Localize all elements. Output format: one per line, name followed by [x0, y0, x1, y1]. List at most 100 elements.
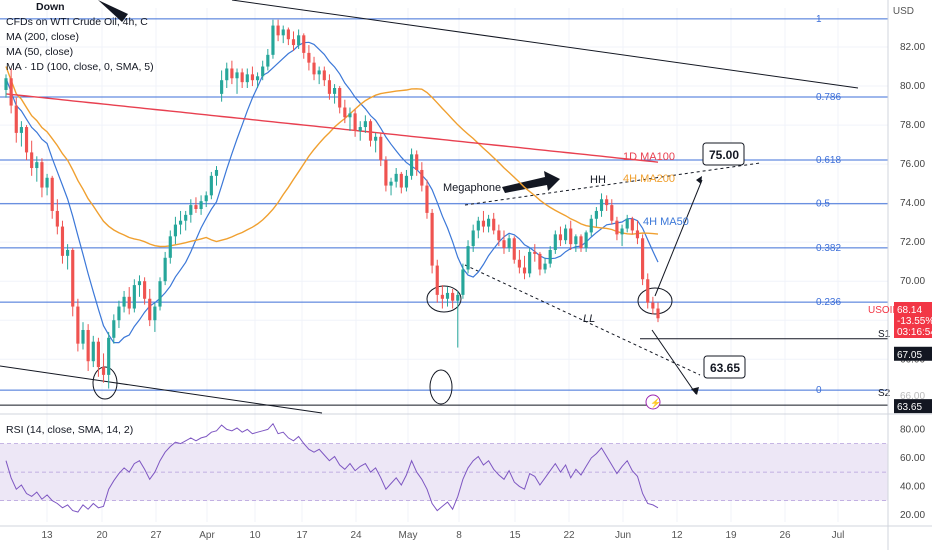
candle-body[interactable] — [358, 127, 362, 131]
candle-body[interactable] — [394, 173, 398, 182]
candle-body[interactable] — [60, 226, 65, 256]
candle-body[interactable] — [291, 39, 296, 46]
candle-body[interactable] — [584, 232, 588, 249]
candle-body[interactable] — [86, 329, 90, 362]
candle-body[interactable] — [209, 175, 213, 196]
candle-body[interactable] — [112, 320, 116, 338]
candle-body[interactable] — [528, 251, 532, 274]
candle-body[interactable] — [599, 199, 604, 211]
candle-body[interactable] — [81, 329, 85, 344]
candle-body[interactable] — [538, 253, 542, 270]
candle-body[interactable] — [543, 263, 547, 270]
candle-body[interactable] — [646, 279, 650, 303]
candle-body[interactable] — [420, 169, 424, 186]
candle-body[interactable] — [235, 72, 239, 79]
candle-body[interactable] — [471, 230, 475, 247]
highlight-circle[interactable] — [426, 285, 462, 313]
projection-up-line[interactable] — [654, 179, 703, 297]
candle-body[interactable] — [261, 66, 265, 77]
candle-body[interactable] — [271, 25, 275, 55]
target-down-box[interactable] — [703, 355, 746, 379]
lower-trendline[interactable] — [0, 365, 323, 414]
legend-ma200[interactable]: MA (200, close) — [6, 31, 79, 43]
candle-body[interactable] — [24, 127, 29, 153]
candle-body[interactable] — [399, 173, 403, 188]
candle-body[interactable] — [533, 251, 537, 254]
candle-body[interactable] — [255, 76, 260, 81]
highlight-circle[interactable] — [429, 369, 453, 405]
candle-body[interactable] — [564, 228, 568, 241]
legend-ma1d[interactable]: MA · 1D (100, close, 0, SMA, 5) — [6, 61, 154, 73]
candle-body[interactable] — [466, 246, 470, 270]
candle-body[interactable] — [322, 70, 326, 81]
candle-body[interactable] — [353, 113, 357, 131]
candle-body[interactable] — [507, 238, 511, 249]
candle-body[interactable] — [605, 199, 609, 206]
candle-body[interactable] — [579, 236, 583, 249]
candle-body[interactable] — [163, 257, 167, 282]
candle-body[interactable] — [148, 298, 152, 321]
candle-body[interactable] — [204, 195, 208, 202]
legend-title[interactable]: CFDs on WTI Crude Oil, 4h, C — [6, 15, 154, 30]
candle-body[interactable] — [240, 72, 244, 83]
candle-body[interactable] — [312, 62, 316, 75]
candle-body[interactable] — [512, 238, 516, 260]
megaphone-lower-line[interactable] — [464, 264, 701, 376]
candle-body[interactable] — [348, 113, 352, 118]
candle-body[interactable] — [30, 152, 34, 169]
candle-body[interactable] — [343, 107, 347, 118]
candle-body[interactable] — [317, 70, 321, 75]
candle-body[interactable] — [286, 29, 290, 40]
candle-body[interactable] — [220, 80, 224, 94]
candle-body[interactable] — [625, 218, 629, 229]
event-icon[interactable] — [645, 394, 661, 410]
candle-body[interactable] — [379, 136, 383, 161]
candle-body[interactable] — [415, 154, 419, 170]
candle-body[interactable] — [594, 210, 598, 219]
candle-body[interactable] — [50, 177, 54, 211]
candle-body[interactable] — [250, 74, 255, 81]
candle-body[interactable] — [302, 35, 306, 53]
candle-body[interactable] — [451, 292, 455, 301]
candle-body[interactable] — [630, 218, 634, 231]
candle-body[interactable] — [327, 80, 332, 94]
candle-body[interactable] — [101, 367, 106, 375]
target-up-box[interactable] — [702, 142, 745, 166]
candle-body[interactable] — [276, 25, 280, 36]
candle-body[interactable] — [9, 78, 13, 106]
candle-body[interactable] — [189, 205, 193, 215]
candle-body[interactable] — [230, 68, 234, 79]
candle-body[interactable] — [214, 169, 219, 176]
candle-body[interactable] — [117, 306, 121, 321]
candle-body[interactable] — [409, 154, 414, 176]
candle-body[interactable] — [610, 205, 614, 221]
candle-body[interactable] — [184, 214, 188, 221]
candle-body[interactable] — [281, 29, 285, 36]
candle-body[interactable] — [553, 234, 557, 250]
candle-body[interactable] — [363, 121, 367, 128]
candle-body[interactable] — [569, 228, 573, 245]
candle-body[interactable] — [266, 54, 270, 67]
candle-body[interactable] — [178, 220, 183, 225]
candle-body[interactable] — [19, 127, 23, 133]
candle-body[interactable] — [71, 249, 75, 307]
candle-body[interactable] — [4, 78, 8, 90]
candle-body[interactable] — [76, 306, 80, 344]
candle-body[interactable] — [456, 294, 460, 301]
candle-body[interactable] — [374, 136, 378, 141]
candle-body[interactable] — [122, 296, 126, 307]
legend-ma50[interactable]: MA (50, close) — [6, 46, 74, 58]
candle-body[interactable] — [127, 296, 131, 309]
candle-body[interactable] — [332, 88, 337, 94]
candle-body[interactable] — [656, 308, 660, 319]
candle-body[interactable] — [558, 234, 563, 241]
candle-body[interactable] — [225, 68, 229, 81]
candle-body[interactable] — [574, 236, 578, 245]
candle-body[interactable] — [589, 218, 593, 233]
candle-body[interactable] — [497, 230, 501, 241]
candle-body[interactable] — [368, 121, 373, 141]
candle-body[interactable] — [502, 240, 506, 249]
highlight-circle[interactable] — [637, 287, 673, 315]
candle-body[interactable] — [389, 181, 393, 186]
